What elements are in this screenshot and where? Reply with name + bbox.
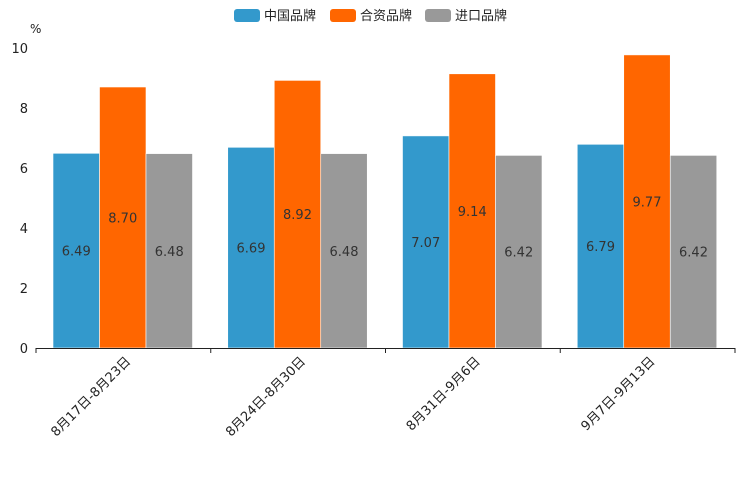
bar-value-label: 6.48 bbox=[330, 245, 359, 260]
legend-item[interactable]: 进口品牌 bbox=[425, 8, 507, 24]
bar bbox=[227, 147, 275, 349]
bar-value-label: 6.42 bbox=[679, 246, 708, 261]
data-labels: 6.49 8.70 6.48 6.69 8.92 6.48 7.07 9.14 6.42 6.79… bbox=[62, 195, 708, 260]
bar-value-label: 9.77 bbox=[633, 195, 662, 210]
legend-label: 进口品牌 bbox=[455, 8, 507, 24]
legend-item[interactable]: 合资品牌 bbox=[330, 8, 412, 24]
bar bbox=[52, 153, 100, 349]
legend: 中国品牌 合资品牌 进口品牌 bbox=[234, 8, 507, 24]
bar bbox=[99, 86, 147, 349]
bar bbox=[273, 80, 322, 349]
x-axis-ticks bbox=[35, 348, 736, 353]
bar-value-label: 8.70 bbox=[108, 212, 137, 227]
bar-value-label: 7.07 bbox=[411, 236, 440, 251]
bar-value-label: 9.14 bbox=[458, 205, 487, 220]
y-tick-label: 8 bbox=[20, 102, 28, 117]
bars bbox=[52, 54, 718, 349]
bar bbox=[576, 144, 625, 349]
legend-swatch bbox=[330, 9, 356, 22]
bar-value-label: 6.42 bbox=[504, 246, 533, 261]
y-tick-label: 0 bbox=[20, 342, 28, 357]
y-tick-label: 4 bbox=[20, 222, 28, 237]
bar bbox=[448, 73, 496, 349]
legend-label: 合资品牌 bbox=[360, 8, 412, 24]
bar bbox=[669, 155, 718, 349]
x-category-label: 8月31日-9月6日 bbox=[404, 354, 484, 434]
legend-label: 中国品牌 bbox=[264, 8, 316, 24]
y-tick-label: 6 bbox=[20, 162, 28, 177]
bar bbox=[320, 153, 368, 349]
bar-value-label: 6.49 bbox=[62, 245, 91, 260]
y-axis-ticks: 0 2 4 6 8 10 bbox=[11, 42, 28, 357]
y-tick-label: 2 bbox=[20, 282, 28, 297]
bar-value-label: 6.69 bbox=[237, 242, 266, 257]
x-category-label: 8月17日-8月23日 bbox=[48, 354, 134, 440]
legend-swatch bbox=[425, 9, 451, 22]
legend-swatch bbox=[234, 9, 260, 22]
x-category-label: 9月7日-9月13日 bbox=[579, 354, 659, 434]
bar-value-label: 6.48 bbox=[155, 245, 184, 260]
x-axis-labels: 8月17日-8月23日 8月24日-8月30日 8月31日-9月6日 9月7日-9月1… bbox=[48, 354, 658, 440]
y-tick-label: 10 bbox=[11, 42, 28, 57]
x-category-label: 8月24日-8月30日 bbox=[223, 354, 309, 440]
bar-value-label: 6.79 bbox=[586, 240, 615, 255]
legend-item[interactable]: 中国品牌 bbox=[234, 8, 316, 24]
y-axis-unit-label: % bbox=[30, 22, 41, 36]
bar bbox=[145, 153, 193, 349]
bar-value-label: 8.92 bbox=[283, 208, 312, 223]
